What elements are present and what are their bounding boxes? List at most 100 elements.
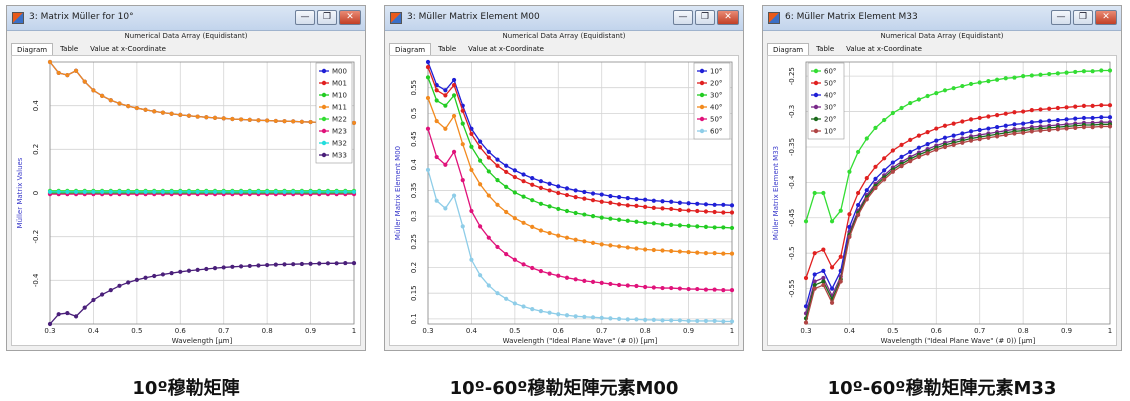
data-point [864, 197, 869, 202]
data-point [890, 160, 895, 165]
data-point [890, 110, 895, 116]
data-point [273, 262, 278, 267]
plot-frame [427, 61, 733, 325]
tab-value-at-x[interactable]: Value at x-Coordinate [846, 45, 922, 53]
data-point [712, 225, 717, 230]
data-point [530, 182, 535, 187]
legend-entry: M01 [332, 80, 347, 88]
minimize-button[interactable]: — [673, 10, 693, 25]
close-button[interactable]: ✕ [1095, 10, 1117, 25]
data-point [703, 202, 709, 207]
series-line-50° [427, 128, 732, 291]
legend-entry: 40° [824, 92, 836, 100]
data-point [1064, 117, 1069, 122]
data-point [425, 65, 431, 70]
chart-window-2: 3: Müller Matrix Element M00 — ❐ ✕ Numer… [384, 5, 744, 351]
data-point [126, 189, 131, 195]
window-title: 3: Matrix Müller for 10° [29, 12, 134, 22]
data-point [478, 224, 483, 229]
y-tick-label: -0.5 [788, 246, 796, 260]
data-point [143, 189, 148, 195]
tab-value-at-x[interactable]: Value at x-Coordinate [90, 45, 166, 53]
data-point [660, 222, 665, 227]
data-point [486, 155, 491, 160]
x-tick-label: 0.3 [422, 327, 433, 335]
data-point [1003, 123, 1008, 128]
restore-button[interactable]: ❐ [695, 10, 715, 25]
tab-diagram[interactable]: Diagram [11, 43, 54, 55]
x-tick-label: 0.8 [262, 327, 273, 335]
data-point [599, 280, 604, 286]
tab-table[interactable]: Table [60, 45, 79, 53]
data-point [829, 286, 835, 291]
data-point [47, 59, 53, 65]
data-point [616, 316, 622, 321]
data-point [478, 273, 483, 278]
data-point [812, 279, 817, 284]
data-point [821, 247, 826, 252]
data-point [686, 318, 691, 324]
legend-marker [699, 104, 705, 110]
data-point [712, 202, 717, 207]
data-point [564, 275, 570, 280]
restore-button[interactable]: ❐ [317, 10, 337, 25]
data-point [434, 98, 439, 103]
data-point [582, 314, 587, 319]
data-point [230, 264, 235, 269]
data-point [829, 265, 835, 270]
data-point [829, 300, 835, 305]
tab-table[interactable]: Table [816, 45, 835, 53]
tab-value-at-x[interactable]: Value at x-Coordinate [468, 45, 544, 53]
data-point [238, 264, 244, 269]
series-line-40° [427, 97, 732, 255]
tab-table[interactable]: Table [438, 45, 457, 53]
tab-diagram[interactable]: Diagram [389, 43, 432, 55]
data-point [873, 125, 878, 130]
data-point [994, 113, 1000, 118]
data-point [547, 204, 552, 209]
data-point [669, 248, 674, 254]
x-axis-label: Wavelength [µm] [172, 337, 233, 345]
data-point [143, 275, 148, 280]
data-point [590, 279, 596, 284]
plot-area[interactable]: 0.3 0.4 0.5 0.6 0.7 0.8 0.9 1 -0.4 -0.2 0 0.2 0.4 Wav… [11, 55, 361, 346]
data-point [821, 190, 826, 196]
close-button[interactable]: ✕ [717, 10, 739, 25]
tab-diagram[interactable]: Diagram [767, 43, 810, 55]
data-point [608, 316, 613, 321]
data-point [643, 247, 648, 252]
data-point [573, 277, 578, 282]
legend-entry: 40° [710, 104, 722, 112]
data-point [934, 138, 939, 143]
data-point [512, 257, 517, 262]
data-point [916, 97, 922, 102]
data-point [265, 118, 270, 123]
window-titlebar[interactable]: 6: Müller Matrix Element M33 — ❐ ✕ [763, 6, 1121, 31]
data-point [882, 156, 887, 161]
data-point [100, 189, 105, 195]
data-point [1107, 115, 1113, 120]
data-point [582, 189, 587, 195]
data-point [660, 206, 665, 211]
data-point [1003, 111, 1008, 116]
data-point [108, 288, 113, 293]
minimize-button[interactable]: — [295, 10, 315, 25]
window-titlebar[interactable]: 3: Müller Matrix Element M00 — ❐ ✕ [385, 6, 743, 31]
data-point [590, 315, 596, 320]
restore-button[interactable]: ❐ [1073, 10, 1093, 25]
data-point [925, 130, 930, 135]
data-point [1012, 131, 1017, 136]
window-titlebar[interactable]: 3: Matrix Müller for 10° — ❐ ✕ [7, 6, 365, 31]
x-tick-label: 0.8 [1018, 327, 1029, 335]
close-button[interactable]: ✕ [339, 10, 361, 25]
data-point [247, 189, 252, 195]
data-point [247, 117, 252, 122]
plot-area[interactable]: 0.3 0.4 0.5 0.6 0.7 0.8 0.9 1 0.1 0.15 0.2 0.25 0.3 0… [389, 55, 739, 346]
data-point [65, 189, 70, 195]
data-point [590, 198, 596, 203]
data-point [821, 275, 826, 281]
data-point [934, 91, 939, 96]
minimize-button[interactable]: — [1051, 10, 1071, 25]
data-point [282, 119, 287, 124]
plot-area[interactable]: 0.3 0.4 0.5 0.6 0.7 0.8 0.9 1 -0.55 -0.5 -0.45 -0.4… [767, 55, 1117, 346]
